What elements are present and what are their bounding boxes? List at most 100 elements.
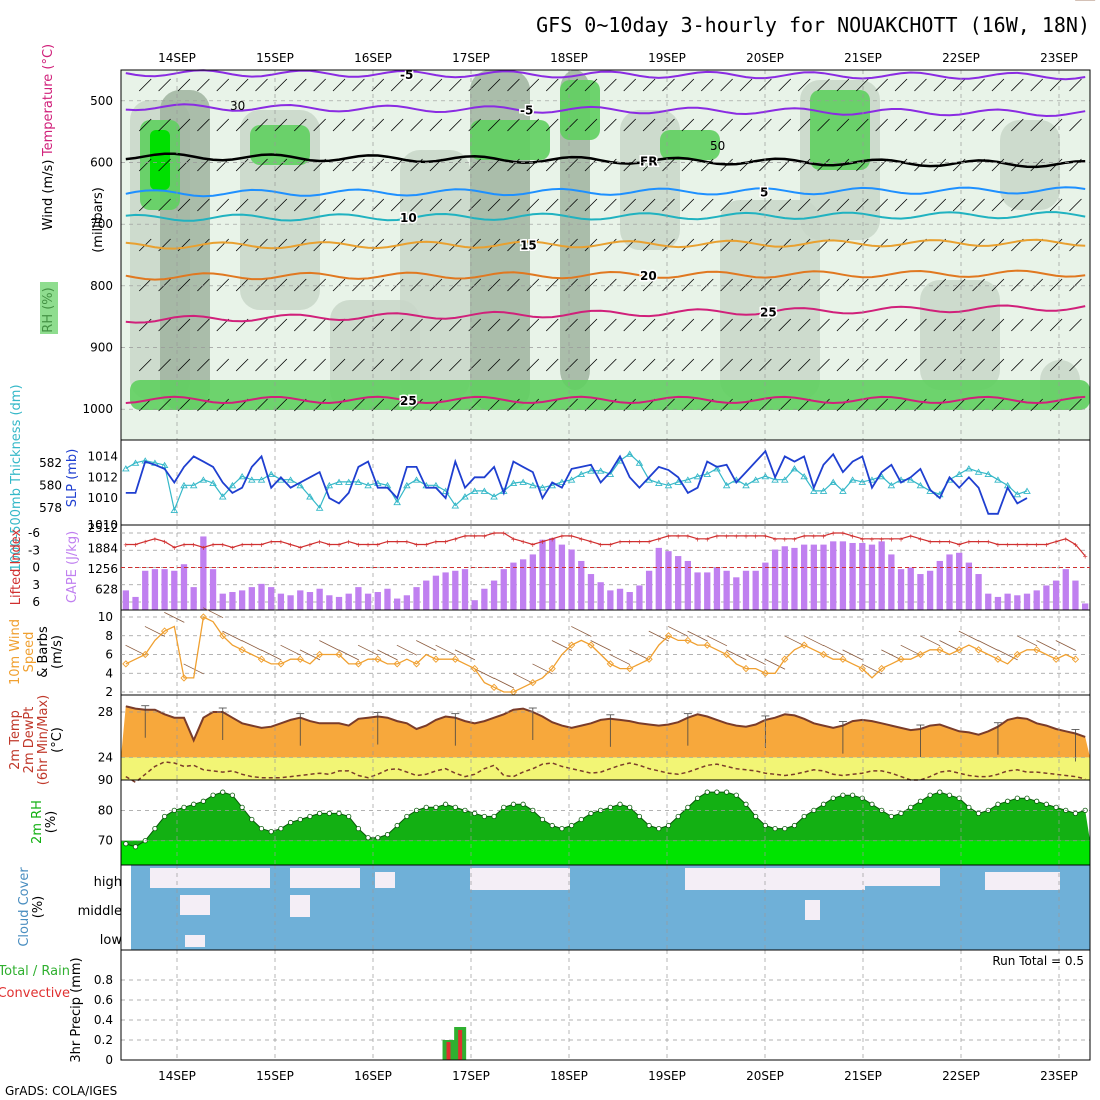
wind-barb — [255, 238, 268, 252]
precip-tick-label: 0.6 — [94, 993, 113, 1007]
thickness-point — [655, 479, 663, 487]
wind-barb — [158, 278, 171, 292]
wind-barb — [700, 238, 714, 252]
wind-barb — [933, 318, 947, 332]
wind-speed-point — [897, 655, 905, 663]
lifted-index-point: + — [521, 538, 526, 547]
temperature-fill — [121, 706, 1090, 758]
rh-point — [820, 801, 827, 807]
axis-title-line: 1000-500mb Thickness (dm) — [9, 384, 24, 571]
wind-barb — [545, 358, 559, 372]
lifted-index-point: + — [1044, 541, 1049, 550]
cape-bar — [171, 570, 178, 610]
rh-point — [443, 801, 449, 807]
upper-air-panel: -5 -5 FR 5 10 15 20 25 25 30 50 500 600 700 800 900 1000… — [40, 44, 1091, 441]
wind-barb — [739, 318, 753, 332]
wind-barb — [216, 238, 230, 252]
wind-barb — [1030, 278, 1043, 292]
lifted-index-point: + — [1083, 552, 1088, 561]
thickness-point — [354, 478, 363, 485]
wind-barb — [410, 278, 423, 292]
axis-title: 2m RH(%) — [30, 800, 59, 844]
thickness-point — [170, 506, 179, 513]
lifted-index-point: + — [182, 541, 187, 550]
wind-barb — [933, 358, 947, 372]
wind-barb — [991, 198, 1005, 212]
wind-barb — [429, 398, 443, 412]
lifted-index-point: + — [850, 532, 855, 541]
wind-barb — [274, 78, 288, 92]
cloud-level-label: low — [100, 933, 123, 948]
lifted-index-point: + — [676, 532, 681, 541]
wind-barb — [371, 78, 385, 92]
rh-point — [346, 813, 352, 820]
cape-bar — [655, 547, 662, 610]
lifted-index-point: + — [618, 538, 623, 547]
lifted-tick-label: 0 — [32, 561, 40, 575]
wind-barb — [739, 238, 753, 252]
wind-barb — [836, 358, 850, 372]
wind-barb — [778, 238, 792, 252]
wind-barb — [700, 158, 714, 172]
cape-bar — [229, 592, 236, 610]
wind-barb — [700, 358, 714, 372]
thickness-point — [412, 476, 421, 483]
wind-speed-point — [374, 655, 382, 663]
wind-barb — [642, 78, 656, 92]
axis-title-line: Wind (m/s) — [41, 160, 56, 231]
wind-barb — [449, 78, 462, 92]
lifted-index-point: + — [211, 541, 216, 550]
wind-speed-point — [916, 650, 925, 659]
rh-moist-shade — [560, 80, 600, 140]
wind-barb — [681, 238, 695, 252]
wind-barb — [235, 278, 249, 292]
wind-barb — [778, 278, 792, 292]
wind-barb — [642, 318, 656, 332]
thickness-point — [577, 470, 586, 478]
wind-barb — [396, 644, 418, 656]
lifted-index-point: + — [647, 538, 652, 547]
day-label-bottom: 21SEP — [844, 1069, 882, 1083]
cape-bar — [587, 574, 595, 610]
wind-barb — [797, 198, 811, 212]
axis-title: Temperature (°C) — [41, 44, 56, 157]
wind-barb — [720, 118, 733, 132]
wind-barb — [261, 649, 282, 661]
rh-point — [908, 804, 914, 810]
pressure-tick-label: 500 — [90, 94, 113, 108]
wind-speed-point — [626, 664, 634, 673]
axis-title: Cloud Cover(%) — [17, 867, 46, 947]
rh-2m-panel: 70 80 90 2m RH(%) — [30, 773, 1091, 866]
wind-barb — [914, 318, 927, 332]
rh-point — [791, 822, 798, 829]
rh-point — [607, 804, 613, 810]
cape-bar — [316, 588, 323, 610]
wind-barb — [642, 198, 656, 212]
wind-barb — [177, 78, 191, 92]
wind-barb — [1016, 635, 1038, 647]
thickness-point — [684, 476, 692, 483]
isotherm-label: 10 — [400, 211, 417, 225]
cape-bar — [975, 574, 982, 610]
thickness-point — [1013, 490, 1022, 498]
wind-barb — [526, 358, 540, 372]
thickness-point — [160, 461, 169, 469]
thickness-point — [529, 481, 537, 489]
rh-point — [200, 798, 206, 804]
wind-barb — [177, 358, 191, 372]
wind-barb — [584, 278, 598, 292]
wind-barb — [662, 398, 675, 412]
wind-barb — [507, 198, 520, 212]
wind-barb — [991, 118, 1005, 132]
lifted-index-point: + — [918, 535, 923, 544]
wind-barb — [700, 278, 714, 292]
lifted-index-point: + — [530, 541, 535, 550]
wind-barb — [449, 318, 462, 332]
isotherm-line — [125, 395, 1086, 405]
cape-bar — [791, 547, 798, 610]
wind-barb — [584, 78, 598, 92]
lifted-index-point: + — [656, 535, 661, 544]
cape-bar — [694, 572, 701, 610]
lifted-index-point: + — [472, 532, 477, 541]
